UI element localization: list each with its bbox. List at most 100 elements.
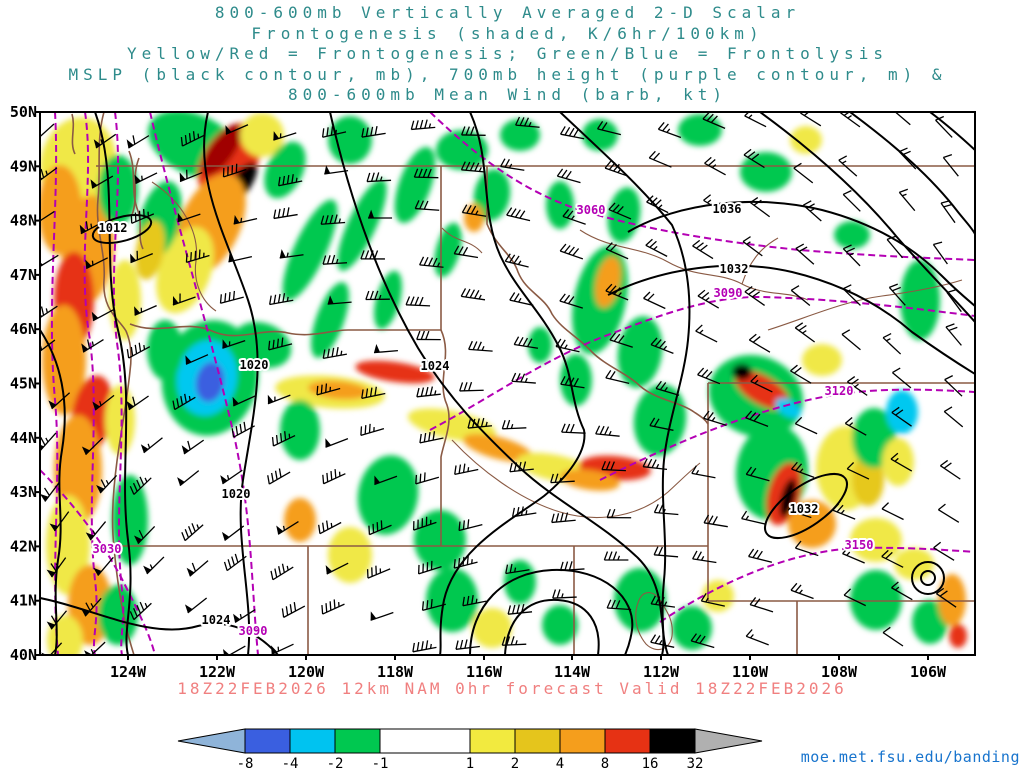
wind-barb-feather — [462, 520, 465, 530]
wind-barb-feather — [749, 597, 757, 605]
wind-barb-feather — [198, 249, 201, 259]
shading-blob — [850, 518, 902, 562]
wind-barb-feather — [370, 172, 375, 182]
wind-barb-staff — [133, 477, 152, 495]
wind-barb-staff — [790, 589, 814, 600]
state-borders — [71, 113, 974, 654]
wind-barb-staff — [323, 473, 346, 485]
wind-barb-staff — [935, 119, 953, 138]
wind-barb-feather — [561, 423, 566, 433]
shading-blob — [426, 568, 478, 632]
shading-blob — [407, 408, 497, 442]
wind-barb-staff — [316, 387, 341, 396]
wind-barb-half — [662, 508, 666, 514]
wind-barb-feather — [520, 506, 524, 516]
wind-barb-feather — [361, 389, 364, 399]
wind-barb-feather — [943, 153, 953, 159]
wind-barb-feather — [803, 200, 812, 206]
height-contour-label: 3060 — [577, 203, 606, 217]
wind-barb-pennant — [46, 569, 56, 578]
wind-barb-staff — [943, 411, 964, 428]
wind-barb-half — [45, 437, 49, 443]
wind-barb-feather — [741, 510, 748, 519]
wind-barb-feather — [509, 462, 513, 472]
wind-barb-staff — [283, 605, 306, 618]
shading-blob — [850, 570, 902, 630]
wind-barb-feather — [425, 386, 429, 396]
wind-barb-staff — [321, 221, 346, 225]
wind-barb-feather — [890, 452, 899, 460]
wind-barb-feather — [560, 512, 564, 522]
wind-barb-pennant — [41, 263, 43, 266]
wind-barb-feather — [471, 595, 474, 605]
wind-barb-feather — [41, 345, 43, 351]
wind-barb-pennant — [221, 531, 230, 541]
wind-barb-feather — [274, 470, 278, 480]
wind-barb-feather — [899, 188, 909, 193]
wind-barb-feather — [419, 119, 424, 129]
wind-barb-staff — [369, 524, 392, 536]
wind-barb-half — [846, 551, 851, 556]
wind-barb-staff — [557, 175, 581, 184]
wind-barb-feather — [466, 595, 470, 606]
wind-barb-pennant — [41, 494, 49, 502]
wind-barb-half — [335, 258, 339, 264]
wind-barb-half — [144, 602, 148, 608]
wind-barb-feather — [554, 473, 559, 483]
credit-url[interactable]: moe.met.fsu.edu/banding — [800, 748, 1020, 766]
wind-barb-feather — [565, 170, 572, 179]
wind-barb-half — [663, 345, 668, 351]
wind-barb-staff — [898, 151, 917, 170]
wind-barb-feather — [697, 367, 705, 376]
wind-barb-staff — [220, 296, 244, 304]
wind-barb-feather — [270, 570, 274, 580]
wind-barb-half — [91, 260, 94, 266]
wind-barb-staff — [791, 468, 815, 478]
forecast-valid-label: 18Z22FEB2026 12km NAM 0hr forecast Valid… — [177, 679, 847, 698]
wind-barb-staff — [646, 201, 669, 214]
wind-barb-pennant — [41, 445, 45, 450]
colorbar-tick-label: 4 — [556, 756, 564, 768]
wind-barb-feather — [466, 555, 469, 565]
wind-barb-feather — [552, 589, 557, 599]
wind-barb-staff — [459, 389, 484, 392]
wind-barb-feather — [707, 412, 714, 420]
wind-barb-feather — [559, 339, 566, 348]
wind-barb-staff — [462, 600, 487, 607]
wind-barb-staff — [222, 340, 246, 349]
shading-blob — [779, 478, 797, 518]
wind-barb-feather — [753, 413, 761, 422]
wind-barb-feather — [940, 200, 950, 204]
shading-blob — [788, 500, 836, 548]
wind-barb-staff — [133, 602, 152, 621]
shading-blob — [560, 354, 592, 406]
wind-barb-feather — [460, 288, 467, 297]
wind-barb-feather — [453, 559, 456, 569]
wind-barb-feather — [139, 601, 145, 611]
wind-barb-staff — [502, 643, 527, 646]
wind-barb-half — [902, 193, 907, 197]
wind-barb-feather — [573, 377, 579, 387]
wind-barb-pennant — [276, 525, 284, 535]
wind-barb-feather — [412, 642, 415, 652]
mslp-contour-label: 1024 — [421, 359, 450, 373]
wind-barb-feather — [458, 557, 461, 568]
colorbar-segment — [514, 728, 561, 754]
wind-barb-feather — [601, 461, 606, 470]
wind-barb-feather — [511, 372, 517, 382]
wind-barb-feather — [563, 245, 571, 253]
wind-barb-feather — [608, 162, 616, 170]
wind-barb-feather — [944, 375, 954, 381]
wind-barb-pennant — [324, 165, 331, 175]
wind-barb-feather — [573, 128, 580, 138]
wind-barb-staff — [273, 435, 296, 447]
wind-barb-pennant — [49, 523, 59, 531]
wind-barb-feather — [284, 431, 287, 441]
wind-barb-feather — [334, 214, 338, 224]
wind-barb-half — [809, 208, 815, 212]
wind-barb-feather — [745, 629, 753, 637]
wind-barb-feather — [273, 294, 277, 304]
wind-barb-half — [894, 586, 900, 591]
wind-barb-feather — [647, 458, 653, 468]
wind-barb-feather — [515, 373, 521, 382]
